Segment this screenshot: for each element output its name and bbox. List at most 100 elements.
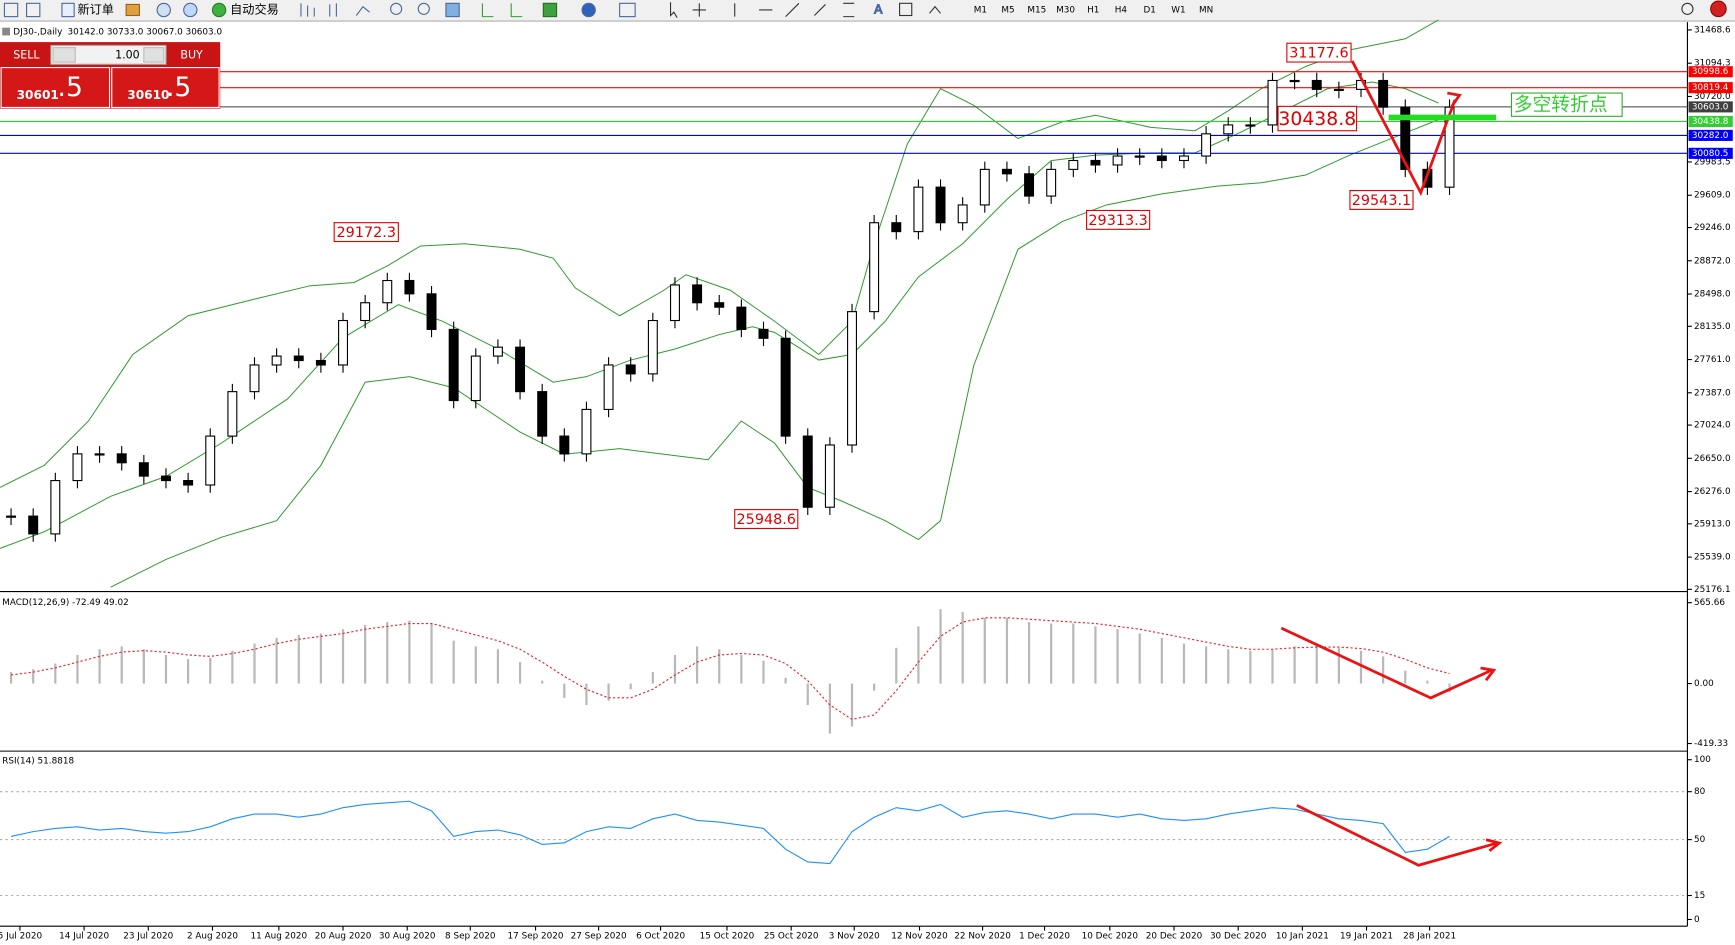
macd-bar (1005, 617, 1009, 684)
candle-body (581, 408, 592, 455)
y-tick-label: 29609.0 (1694, 191, 1731, 201)
annotation-box (1286, 42, 1352, 63)
macd-bar (142, 649, 145, 684)
macd-bar (607, 683, 610, 701)
buy-button[interactable]: BUY (180, 48, 203, 61)
price-line-label-bg (1688, 115, 1733, 128)
macd-bar (1182, 643, 1186, 684)
macd-bar (187, 659, 190, 684)
timeframe-button[interactable]: M30 (1056, 5, 1075, 15)
candle-body (116, 453, 127, 464)
icon-new-order[interactable] (61, 2, 75, 18)
sell-price[interactable]: 30601 (17, 88, 59, 102)
macd-bar (341, 629, 345, 684)
y-tick-label: 28872.0 (1694, 256, 1731, 266)
y-tick-label: 0 (1694, 915, 1700, 925)
drawn-arrows (1280, 60, 1503, 867)
timeframe-button[interactable]: M15 (1027, 5, 1046, 15)
sell-button[interactable]: SELL (13, 48, 40, 61)
icon-autotrade[interactable] (211, 2, 227, 18)
macd-bar (718, 649, 721, 684)
macd-bar (1116, 629, 1119, 684)
lot-input[interactable] (50, 44, 167, 65)
y-tick-label: 25913.0 (1694, 519, 1731, 529)
buy-price[interactable]: 30610 (127, 88, 169, 102)
annotation: 29172.3 (337, 225, 396, 241)
timeframe-button[interactable]: H1 (1087, 5, 1099, 15)
price-line-label-bg (1688, 66, 1733, 78)
icon[interactable] (542, 2, 558, 18)
candle-body (669, 284, 680, 322)
macd-bar (1382, 656, 1385, 684)
price-line-label-bg (1688, 147, 1733, 159)
sell-pips[interactable]: .5 (58, 72, 83, 103)
candle-body (6, 515, 17, 518)
macd-bar (740, 654, 743, 684)
indicator-title: MACD(12,26,9) -72.49 49.02 (2, 598, 129, 608)
candle-body (1001, 168, 1012, 175)
macd-bar (452, 640, 455, 684)
lot-value[interactable]: 1.00 (115, 48, 140, 61)
icon-zoom-out[interactable] (417, 2, 430, 15)
icon[interactable] (156, 2, 171, 18)
macd-bar (253, 643, 256, 684)
macd-bar (1027, 622, 1031, 684)
icon[interactable] (581, 2, 596, 18)
toolbar-button[interactable]: 自动交易 (230, 1, 279, 16)
macd-bar (784, 677, 787, 684)
icon[interactable] (445, 2, 460, 18)
candle-body (1289, 79, 1300, 83)
candle-body (1444, 106, 1455, 188)
macd-bar (275, 637, 278, 684)
candle-body (382, 279, 393, 304)
icon[interactable] (669, 2, 855, 19)
x-tick-label: 11 Aug 2020 (251, 932, 308, 942)
macd-bar (120, 646, 123, 684)
candle-body (315, 359, 326, 366)
candle-body (1024, 173, 1035, 197)
candle-body (1245, 124, 1256, 127)
icon[interactable] (619, 2, 636, 18)
lot-down[interactable] (52, 47, 76, 63)
macd-bar (1249, 650, 1252, 684)
annotation: 25948.6 (737, 512, 796, 528)
price-line-label: 30819.4 (1692, 83, 1729, 93)
icon[interactable] (183, 2, 198, 18)
timeframe-button[interactable]: M1 (974, 5, 987, 15)
toolbar-button[interactable]: 新订单 (77, 1, 113, 16)
y-tick-label: 100 (1694, 755, 1711, 765)
chart-title: DJ30-,Daily (13, 28, 62, 38)
candle-body (94, 453, 105, 456)
macd-bar (585, 683, 588, 706)
timeframe-button[interactable]: M5 (1001, 5, 1014, 15)
buy-pips[interactable]: .5 (166, 72, 191, 103)
icon-alert[interactable] (1710, 0, 1727, 18)
icon[interactable] (899, 2, 913, 17)
macd-bar (319, 633, 322, 684)
icon[interactable] (300, 3, 370, 17)
y-tick-label: -419.33 (1694, 739, 1728, 749)
icon[interactable] (125, 3, 140, 17)
timeframe-button[interactable]: W1 (1171, 5, 1185, 15)
icon-search[interactable] (1681, 2, 1694, 15)
icon[interactable] (929, 5, 941, 14)
timeframe-button[interactable]: MN (1199, 5, 1213, 15)
x-tick-label: 14 Jul 2020 (59, 932, 109, 942)
x-tick-label: 19 Jan 2021 (1340, 932, 1393, 942)
y-tick-label: 26650.0 (1694, 454, 1731, 464)
timeframe-button[interactable]: D1 (1143, 5, 1155, 15)
macd-bar (895, 647, 898, 684)
sell-box[interactable] (0, 67, 111, 109)
timeframe-button[interactable]: H4 (1115, 5, 1128, 15)
rsi-line (10, 800, 1450, 865)
icon-zoom-in[interactable] (390, 2, 403, 15)
buy-box[interactable] (111, 67, 220, 109)
lot-up[interactable] (143, 47, 165, 63)
icon[interactable] (481, 3, 523, 18)
annotation: 29543.1 (1352, 193, 1411, 209)
price-line-label: 30998.6 (1692, 67, 1729, 77)
icon-text[interactable]: A (874, 2, 884, 17)
macd-bar (673, 654, 677, 684)
x-tick-label: 23 Jul 2020 (123, 932, 173, 942)
macd-bar (164, 654, 168, 684)
